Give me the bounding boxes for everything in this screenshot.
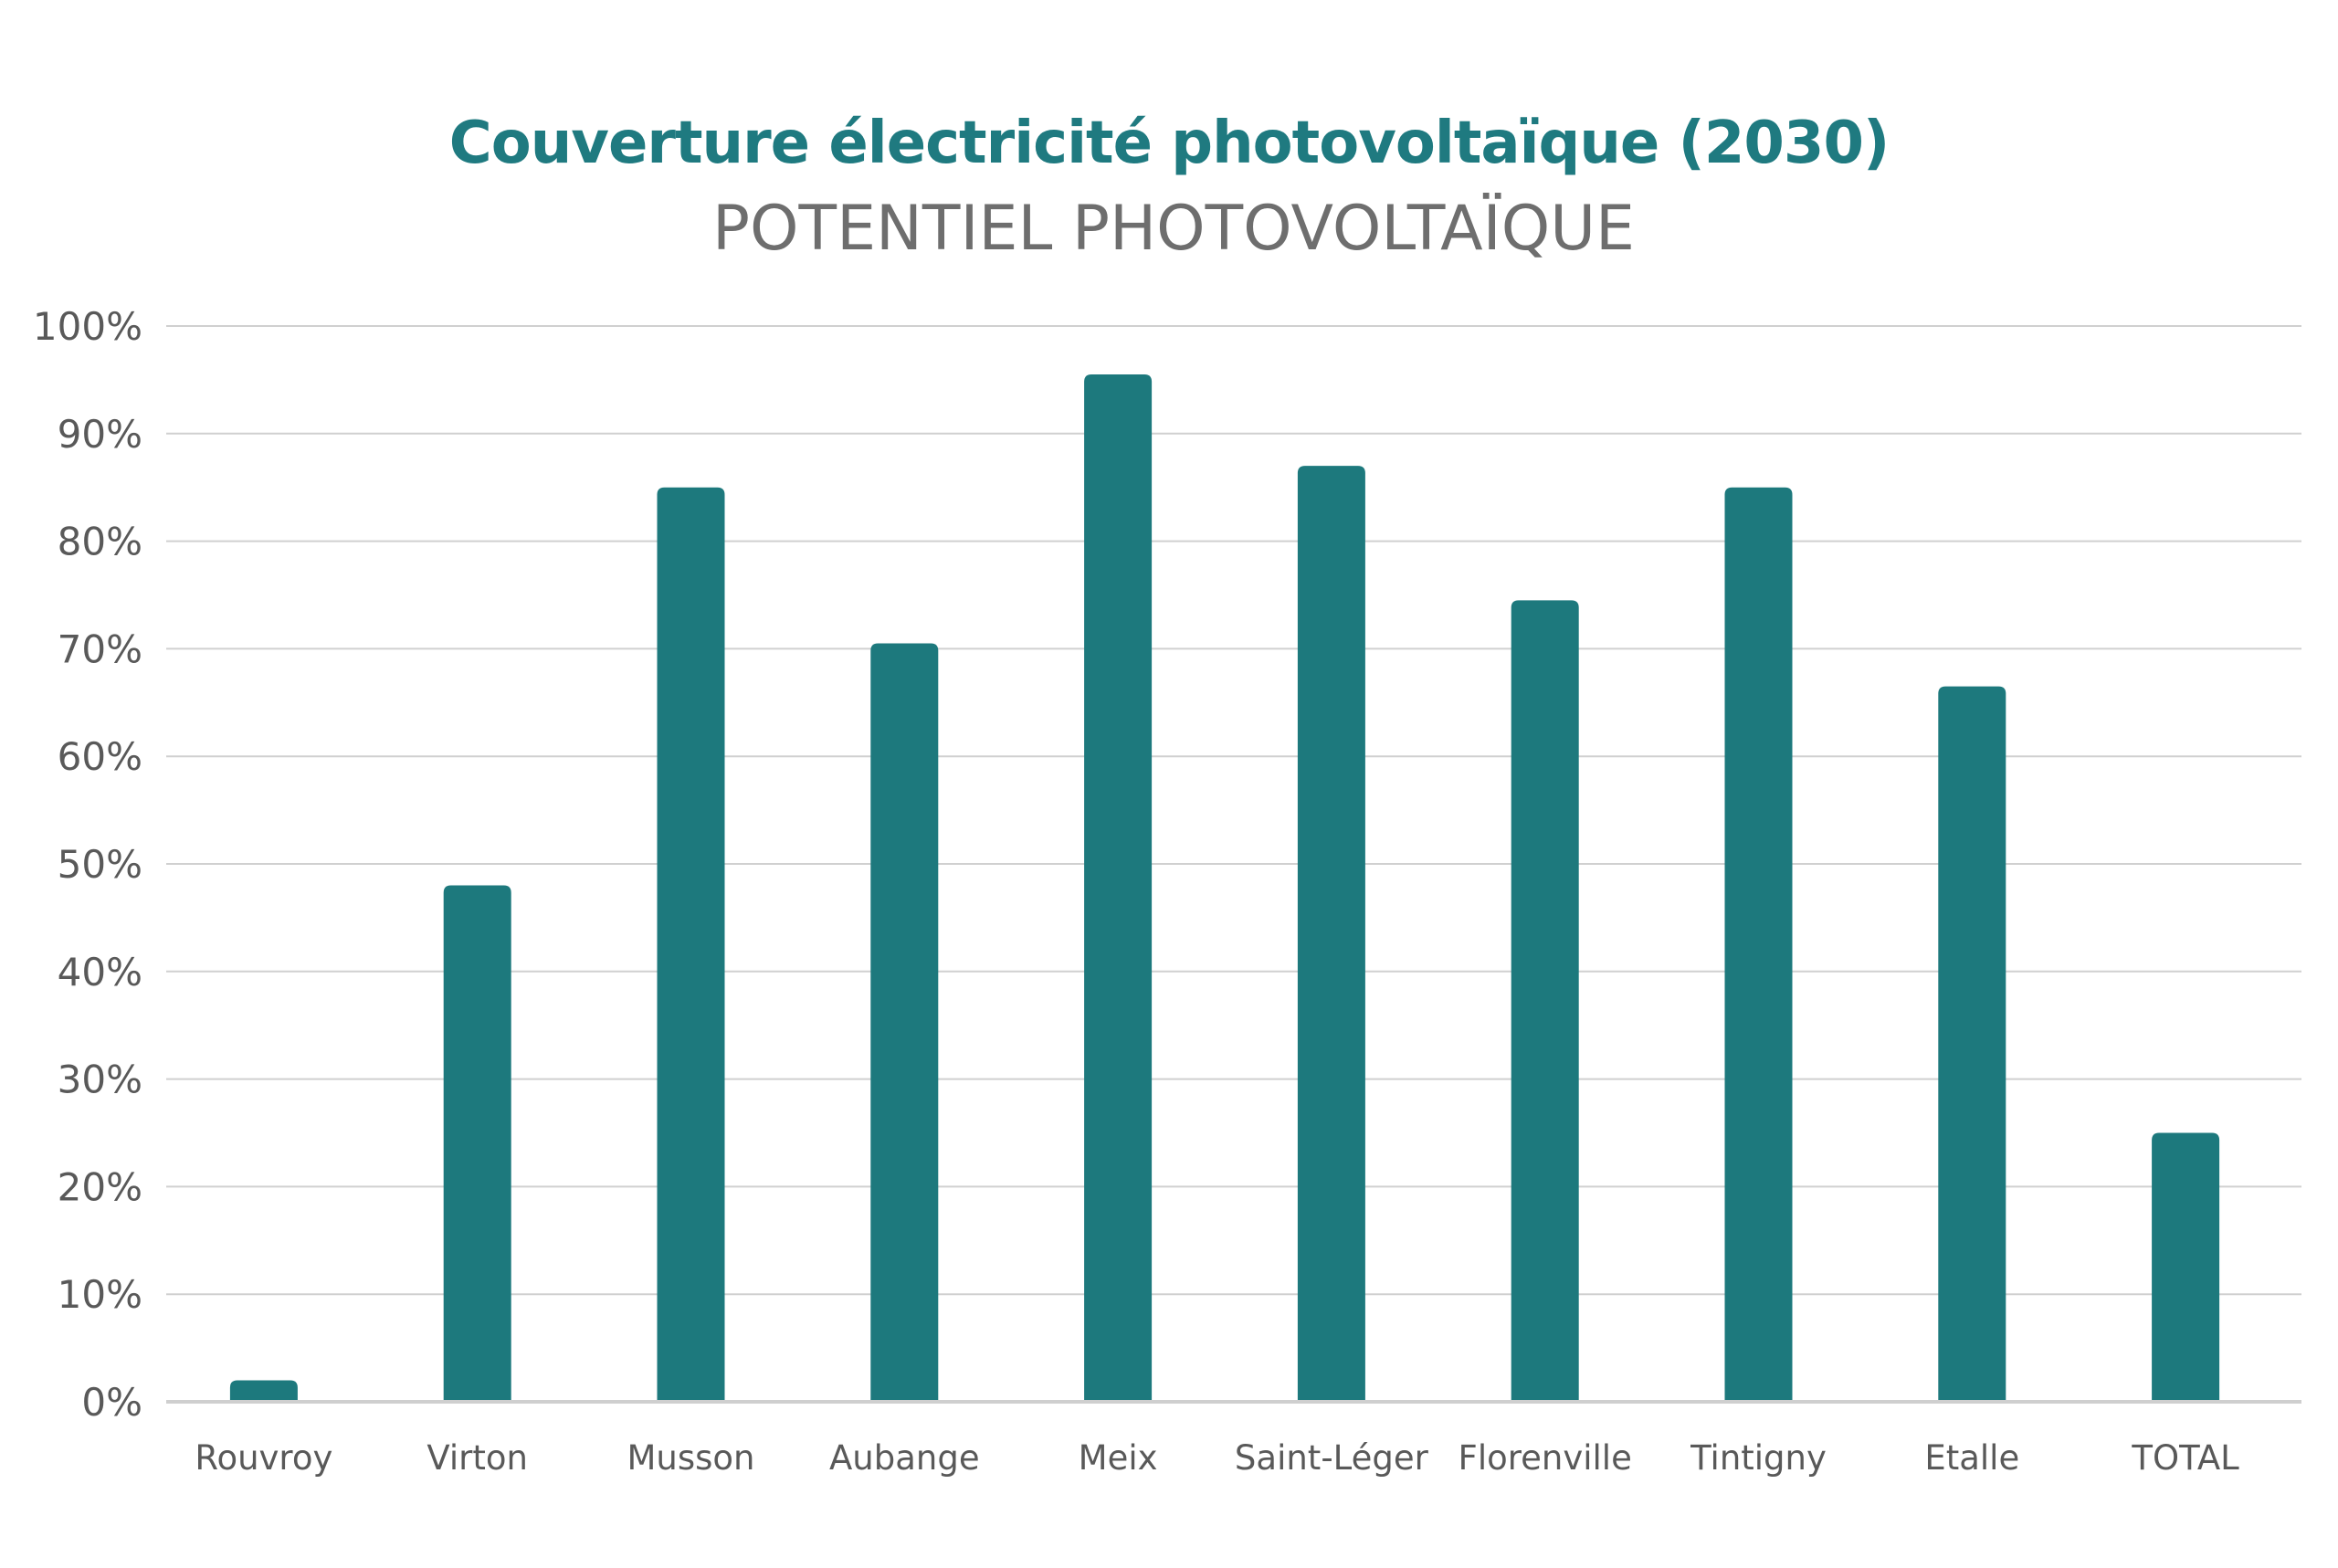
x-tick-label: Florenville — [1459, 1438, 1632, 1478]
bar-tintigny — [1724, 487, 1793, 1402]
chart-subtitle: POTENTIEL PHOTOVOLTAÏQUE — [712, 193, 1635, 265]
x-tick-label: TOTAL — [2131, 1438, 2239, 1478]
y-tick-label: 10% — [58, 1272, 142, 1317]
y-tick-label: 40% — [58, 950, 142, 994]
y-tick-label: 50% — [58, 842, 142, 887]
bars — [229, 374, 2220, 1402]
bar-virton — [443, 885, 511, 1402]
bar-total — [2152, 1132, 2220, 1402]
x-tick-label: Virton — [427, 1438, 528, 1478]
bar-rouvroy — [229, 1380, 298, 1402]
x-tick-label: Etalle — [1924, 1438, 2019, 1478]
x-tick-label: Saint-Léger — [1235, 1438, 1429, 1478]
bar-meix — [1084, 374, 1153, 1402]
bar-florenville — [1511, 600, 1579, 1402]
x-tick-label: Musson — [627, 1438, 754, 1478]
bar-etalle — [1938, 686, 2006, 1402]
x-tick-label: Aubange — [829, 1438, 980, 1478]
y-tick-label: 20% — [58, 1164, 142, 1209]
chart-title: Couverture électricité photovoltaïque (2… — [448, 110, 1890, 177]
bar-aubange — [870, 643, 939, 1402]
x-tick-label: Meix — [1079, 1438, 1158, 1478]
bar-musson — [657, 487, 725, 1402]
y-tick-label: 60% — [58, 734, 142, 779]
y-tick-label: 100% — [33, 304, 142, 349]
bar-saint-l-ger — [1297, 466, 1365, 1402]
y-tick-label: 80% — [58, 520, 142, 564]
y-tick-label: 90% — [58, 412, 142, 457]
y-tick-label: 70% — [58, 626, 142, 671]
y-tick-label: 0% — [81, 1380, 142, 1425]
y-tick-label: 30% — [58, 1058, 142, 1102]
x-tick-label: Tintigny — [1690, 1438, 1827, 1478]
y-axis-ticks: 0% 10% 20% 30% 40% 50% 60% 70% 80% 90% 100% — [33, 304, 142, 1425]
x-tick-label: Rouvroy — [195, 1438, 332, 1478]
x-axis-labels: Rouvroy Virton Musson Aubange Meix Saint-Lége… — [195, 1438, 2239, 1478]
